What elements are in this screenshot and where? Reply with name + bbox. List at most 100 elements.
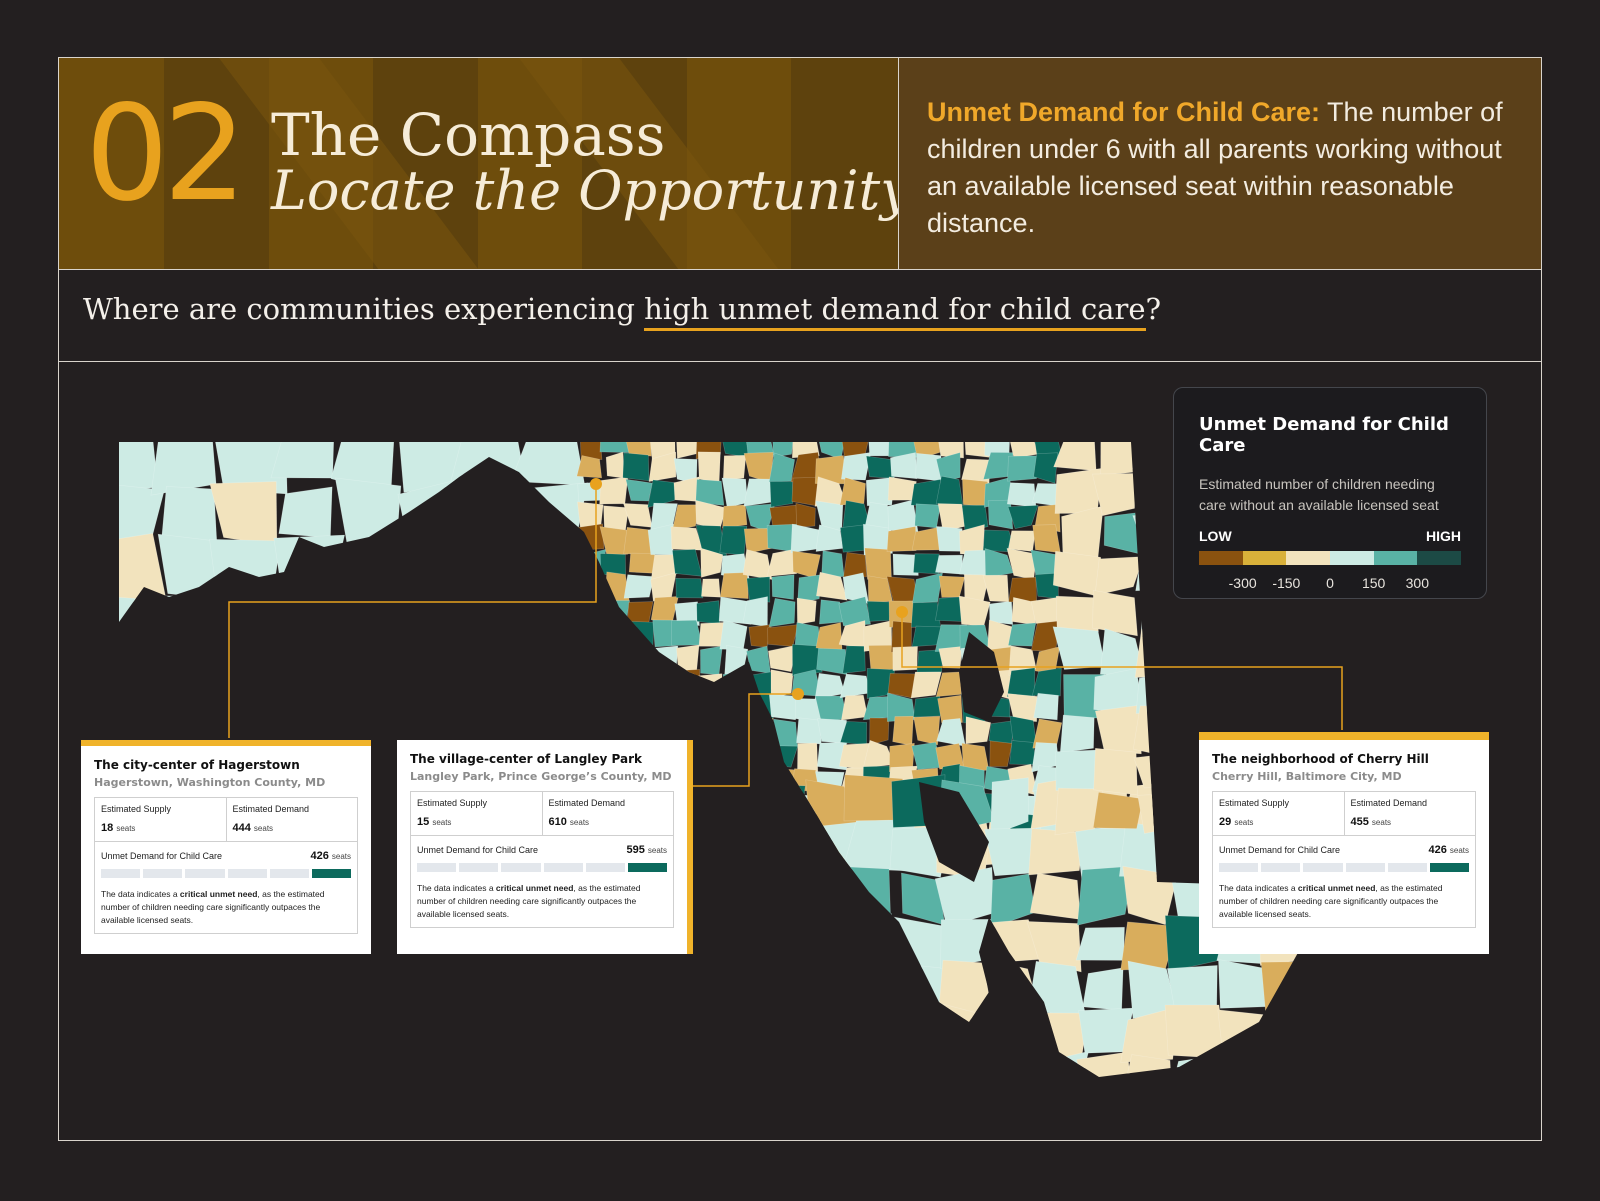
map-region[interactable] [742,814,775,839]
map-region[interactable] [1028,828,1085,876]
map-region[interactable] [694,695,726,725]
map-region[interactable] [599,553,626,576]
map-region[interactable] [1007,530,1036,552]
map-region[interactable] [1007,622,1037,647]
map-region[interactable] [897,1009,948,1062]
map-region[interactable] [938,646,963,669]
map-region[interactable] [982,574,1010,603]
marker-langley-park[interactable] [792,688,804,700]
map-region[interactable] [865,476,895,507]
map-region[interactable] [1103,511,1147,556]
map-region[interactable] [1032,524,1061,554]
map-region[interactable] [865,455,895,479]
map-region[interactable] [699,715,728,745]
map-region[interactable] [1092,589,1138,637]
map-region[interactable] [805,915,849,970]
map-region[interactable] [576,455,603,479]
map-region[interactable] [450,426,527,489]
map-region[interactable] [798,1061,853,1103]
map-region[interactable] [743,768,774,796]
map-region[interactable] [602,624,632,648]
map-region[interactable] [720,794,752,816]
map-region[interactable] [768,597,796,628]
map-region[interactable] [604,600,630,628]
map-region[interactable] [990,777,1029,836]
map-region[interactable] [742,596,768,628]
map-region[interactable] [648,694,679,723]
map-region[interactable] [647,667,674,699]
map-region[interactable] [850,1005,905,1063]
map-region[interactable] [796,597,817,625]
map-region[interactable] [337,596,408,655]
map-region[interactable] [1075,926,1125,961]
map-region[interactable] [842,645,866,674]
map-region[interactable] [579,429,603,460]
map-region[interactable] [768,452,795,483]
map-region[interactable] [510,441,586,486]
map-region[interactable] [766,767,798,793]
map-region[interactable] [625,478,653,502]
map-region[interactable] [647,479,680,508]
map-region[interactable] [935,475,964,506]
map-region[interactable] [942,1004,998,1065]
map-region[interactable] [1007,693,1038,722]
map-region[interactable] [1169,1055,1219,1103]
map-region[interactable] [1092,791,1144,829]
map-region[interactable] [866,600,894,622]
map-region[interactable] [696,740,724,767]
map-region[interactable] [1076,1051,1134,1105]
map-region[interactable] [839,673,872,699]
map-region[interactable] [768,787,798,815]
map-region[interactable] [754,911,805,963]
map-region[interactable] [890,452,918,480]
map-region[interactable] [1119,1054,1173,1107]
map-region[interactable] [815,622,843,652]
map-region[interactable] [795,502,816,528]
map-region[interactable] [913,715,941,746]
map-region[interactable] [1265,1013,1310,1065]
map-region[interactable] [937,694,963,724]
map-region[interactable] [886,526,917,552]
map-region[interactable] [698,836,725,865]
map-region[interactable] [674,669,702,700]
map-region[interactable] [575,644,602,671]
map-region[interactable] [574,621,604,653]
map-region[interactable] [754,1007,811,1061]
map-region[interactable] [719,525,748,556]
map-region[interactable] [1033,452,1059,484]
map-region[interactable] [792,644,823,677]
map-region[interactable] [599,526,629,556]
map-region[interactable] [1055,749,1098,791]
map-region[interactable] [599,645,626,671]
map-region[interactable] [1260,961,1310,1012]
map-region[interactable] [984,548,1014,579]
map-region[interactable] [672,549,703,577]
map-region[interactable] [515,589,581,659]
map-region[interactable] [1133,752,1179,789]
map-region[interactable] [1132,515,1174,550]
map-region[interactable] [766,549,798,577]
map-region[interactable] [1009,740,1037,766]
map-region[interactable] [958,595,991,627]
map-region[interactable] [209,481,278,546]
map-region[interactable] [1100,428,1143,476]
map-region[interactable] [1059,714,1095,754]
map-region[interactable] [626,675,654,700]
map-region[interactable] [746,576,771,603]
map-region[interactable] [722,839,750,867]
map-region[interactable] [720,692,745,722]
map-region[interactable] [743,478,774,507]
map-region[interactable] [622,452,650,482]
map-region[interactable] [769,745,799,768]
map-region[interactable] [1137,793,1182,834]
map-region[interactable] [671,504,702,532]
map-region[interactable] [92,532,168,607]
map-region[interactable] [718,764,752,793]
map-region[interactable] [1134,628,1186,678]
map-region[interactable] [745,836,776,863]
map-region[interactable] [744,789,770,818]
map-region[interactable] [936,452,961,483]
map-region[interactable] [769,480,794,508]
map-region[interactable] [574,523,605,551]
map-region[interactable] [696,600,721,625]
